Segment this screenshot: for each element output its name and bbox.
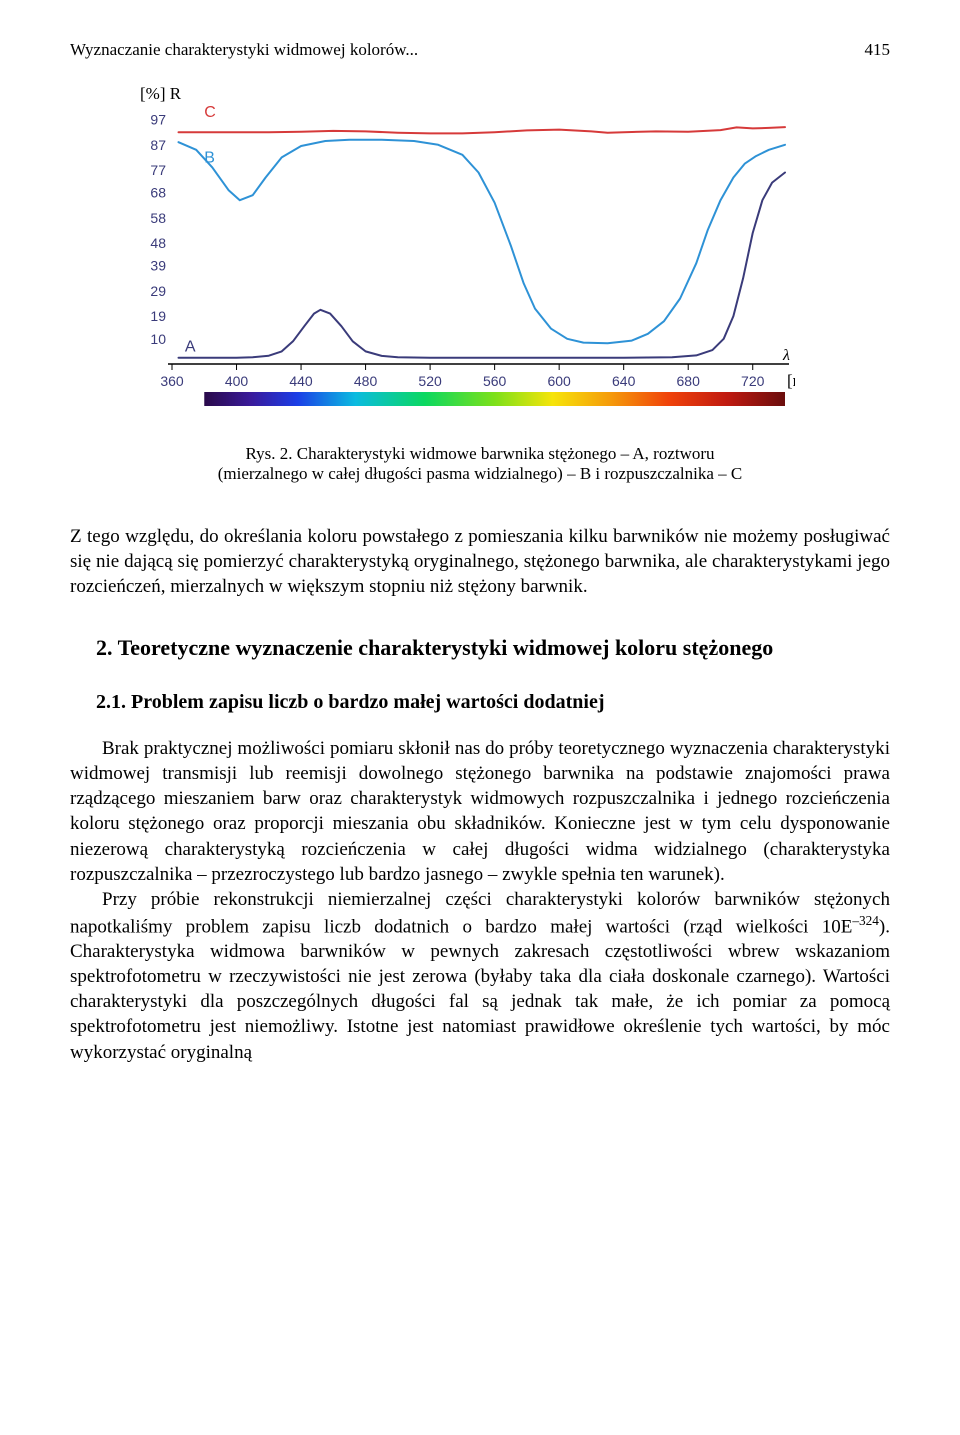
body-p2-exponent: –324 [852, 913, 879, 928]
body-p2-a: Przy próbie rekonstrukcji niemierzalnej … [70, 889, 890, 937]
body-paragraph-1: Brak praktycznej możliwości pomiaru skło… [70, 736, 890, 886]
section-heading: 2. Teoretyczne wyznaczenie charakterysty… [96, 635, 850, 661]
svg-text:39: 39 [150, 258, 166, 274]
svg-text:[nm]: [nm] [787, 371, 795, 390]
svg-text:520: 520 [418, 373, 442, 389]
svg-text:440: 440 [289, 373, 313, 389]
figure-caption-line2: (mierzalnego w całej długości pasma widz… [218, 464, 742, 483]
svg-text:480: 480 [354, 373, 378, 389]
body-p2-b: ). Charakterystyka widmowa barwników w p… [70, 916, 890, 1062]
subsection-number: 2.1. [96, 691, 126, 713]
spectral-chart: 10 19 29 39 48 58 68 77 87 97 360 400 440 480 520 560 60… [130, 106, 795, 416]
svg-text:68: 68 [150, 185, 166, 201]
svg-text:B: B [204, 149, 215, 166]
svg-text:C: C [204, 106, 216, 121]
svg-text:600: 600 [547, 373, 571, 389]
running-header: Wyznaczanie charakterystyki widmowej kol… [70, 40, 890, 60]
running-title: Wyznaczanie charakterystyki widmowej kol… [70, 40, 418, 60]
svg-text:720: 720 [741, 373, 765, 389]
svg-text:77: 77 [150, 162, 166, 178]
svg-text:29: 29 [150, 283, 166, 299]
figure-caption-line1: Charakterystyki widmowe barwnika stężone… [297, 444, 715, 463]
body-paragraph-2: Przy próbie rekonstrukcji niemierzalnej … [70, 887, 890, 1065]
svg-text:λ: λ [782, 347, 790, 364]
subsection-heading: 2.1. Problem zapisu liczb o bardzo małej… [96, 691, 890, 714]
chart-container: [%] R 10 19 29 39 48 58 68 77 87 97 360 400 440 480 52… [130, 84, 890, 416]
svg-text:97: 97 [150, 112, 166, 128]
svg-text:48: 48 [150, 235, 166, 251]
figure-label: Rys. 2. [245, 444, 296, 463]
figure-caption: Rys. 2. Charakterystyki widmowe barwnika… [70, 444, 890, 484]
svg-text:560: 560 [483, 373, 507, 389]
svg-text:58: 58 [150, 210, 166, 226]
section-number: 2. [96, 635, 113, 660]
svg-text:A: A [185, 338, 196, 355]
svg-text:19: 19 [150, 308, 166, 324]
svg-text:400: 400 [225, 373, 249, 389]
y-axis-label: [%] R [140, 84, 890, 104]
subsection-title: Problem zapisu liczb o bardzo małej wart… [131, 691, 604, 713]
svg-text:680: 680 [677, 373, 701, 389]
svg-text:87: 87 [150, 137, 166, 153]
lead-paragraph: Z tego względu, do określania koloru pow… [70, 524, 890, 599]
page-number: 415 [865, 40, 891, 60]
section-title: Teoretyczne wyznaczenie charakterystyki … [118, 635, 774, 660]
svg-text:640: 640 [612, 373, 636, 389]
svg-text:10: 10 [150, 331, 166, 347]
svg-text:360: 360 [160, 373, 184, 389]
